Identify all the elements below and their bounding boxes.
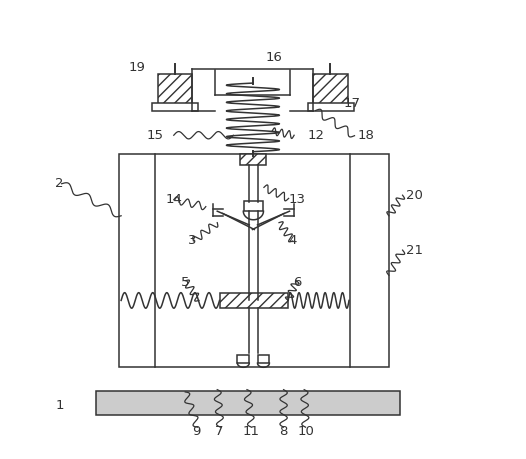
Text: 18: 18 (358, 129, 375, 142)
Text: 9: 9 (193, 425, 201, 438)
Text: 21: 21 (406, 244, 422, 257)
Text: 20: 20 (406, 189, 422, 202)
Text: 6: 6 (293, 275, 301, 289)
Bar (96, 391, 400, 415)
Text: 19: 19 (129, 61, 146, 73)
Text: 13: 13 (289, 193, 306, 206)
Text: 1: 1 (55, 399, 64, 412)
Text: 4: 4 (289, 235, 297, 247)
Text: 16: 16 (266, 51, 283, 64)
Bar (313, 74, 348, 104)
Text: 2: 2 (55, 177, 64, 190)
Bar (244, 201, 262, 211)
Text: 5: 5 (181, 275, 189, 289)
Text: 14: 14 (165, 193, 182, 206)
Text: 3: 3 (188, 235, 196, 247)
Text: 7: 7 (215, 425, 224, 438)
Bar (237, 355, 249, 363)
Text: 8: 8 (279, 425, 288, 438)
Bar (308, 103, 353, 111)
Text: 15: 15 (147, 129, 164, 142)
Bar (219, 293, 288, 308)
Bar (152, 103, 198, 111)
Text: 17: 17 (343, 97, 361, 110)
Bar (158, 74, 192, 104)
Bar (119, 154, 389, 367)
Bar (240, 154, 266, 164)
Text: 11: 11 (243, 425, 260, 438)
Bar (258, 355, 269, 363)
Text: 10: 10 (298, 425, 315, 438)
Text: 12: 12 (307, 129, 324, 142)
